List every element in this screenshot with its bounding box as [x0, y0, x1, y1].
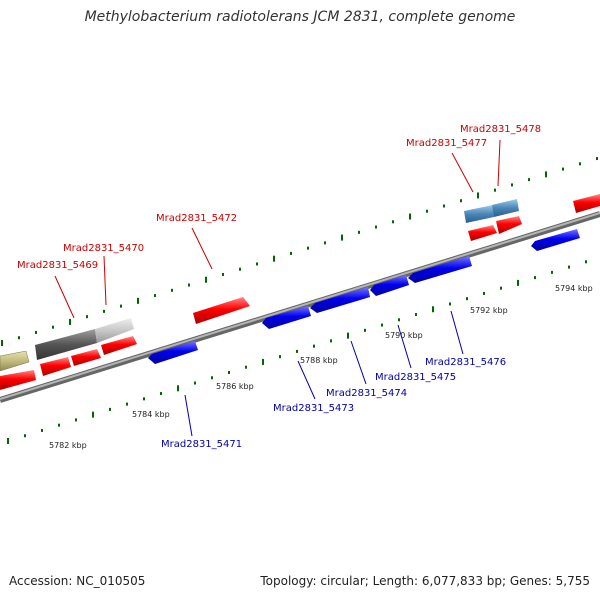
- forward-gene[interactable]: [101, 336, 137, 355]
- reverse-gene[interactable]: [262, 306, 311, 329]
- forward-gene[interactable]: [464, 205, 494, 223]
- tick-label: 5792 kbp: [470, 306, 508, 315]
- reverse-gene[interactable]: [370, 275, 409, 296]
- gene-label[interactable]: Mrad2831_5470: [63, 243, 144, 254]
- reverse-gene[interactable]: [531, 229, 580, 251]
- gene-label[interactable]: Mrad2831_5469: [17, 260, 98, 271]
- forward-gene[interactable]: [492, 199, 519, 217]
- gene-label[interactable]: Mrad2831_5473: [273, 403, 354, 414]
- genome-summary-text: Topology: circular; Length: 6,077,833 bp…: [260, 574, 590, 588]
- forward-gene[interactable]: [573, 194, 600, 213]
- forward-gene[interactable]: [496, 216, 522, 234]
- map-title: Methylobacterium radiotolerans JCM 2831,…: [84, 9, 516, 25]
- reverse-gene[interactable]: [310, 287, 370, 313]
- gene-label[interactable]: Mrad2831_5477: [406, 138, 487, 149]
- gene-label[interactable]: Mrad2831_5472: [156, 213, 237, 224]
- gene-label[interactable]: Mrad2831_5471: [161, 439, 242, 450]
- tick-label: 5790 kbp: [385, 331, 423, 340]
- tick-label: 5782 kbp: [49, 441, 87, 450]
- gene-label[interactable]: Mrad2831_5474: [326, 388, 407, 399]
- tick-label: 5784 kbp: [132, 410, 170, 419]
- forward-gene-labels: Mrad2831_5469 Mrad2831_5470 Mrad2831_547…: [17, 124, 541, 271]
- gene-label[interactable]: Mrad2831_5475: [375, 372, 456, 383]
- gene-label[interactable]: Mrad2831_5478: [460, 124, 541, 135]
- forward-genes: [0, 194, 600, 390]
- forward-gene[interactable]: [95, 318, 134, 343]
- reverse-gene[interactable]: [408, 256, 472, 283]
- tick-label: 5786 kbp: [216, 382, 254, 391]
- reverse-track: [7, 260, 587, 444]
- forward-gene[interactable]: [0, 350, 30, 372]
- backbone: [0, 211, 600, 403]
- reverse-gene[interactable]: [148, 341, 198, 364]
- tick-label: 5788 kbp: [300, 356, 338, 365]
- forward-gene[interactable]: [40, 357, 71, 376]
- forward-gene[interactable]: [193, 297, 250, 324]
- gene-label[interactable]: Mrad2831_5476: [425, 357, 506, 368]
- kbp-tick-labels: 5782 kbp 5784 kbp 5786 kbp 5788 kbp 5790…: [49, 284, 593, 450]
- reverse-gene-labels: Mrad2831_5471 Mrad2831_5473 Mrad2831_547…: [161, 357, 506, 450]
- forward-gene[interactable]: [0, 370, 36, 390]
- forward-gene[interactable]: [71, 349, 101, 366]
- label-leaders: [54, 139, 501, 437]
- forward-gene[interactable]: [35, 329, 97, 360]
- reverse-genes: [148, 229, 580, 364]
- accession-text: Accession: NC_010505: [9, 574, 146, 588]
- forward-gene[interactable]: [468, 225, 497, 241]
- forward-track: [1, 157, 598, 346]
- tick-label: 5794 kbp: [555, 284, 593, 293]
